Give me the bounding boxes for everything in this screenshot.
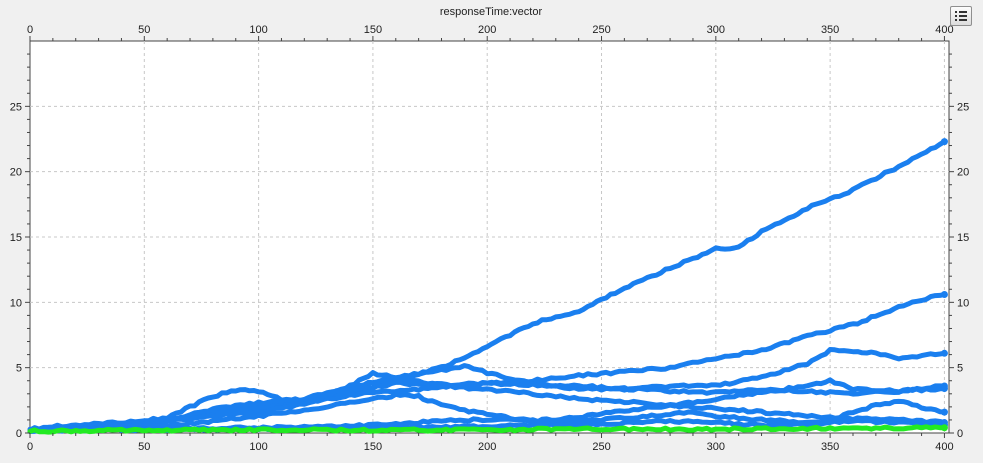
- series-end-point-2: [940, 290, 948, 298]
- legend-toggle-button[interactable]: [950, 6, 972, 26]
- y-tick-label-right: 15: [957, 232, 969, 244]
- y-tick-label-left: 15: [10, 232, 22, 244]
- y-tick-label-right: 0: [957, 428, 963, 440]
- x-tick-label-top: 250: [592, 24, 610, 36]
- y-tick-label-left: 20: [10, 167, 22, 179]
- x-tick-label-top: 400: [935, 24, 953, 36]
- series-end-point-3: [940, 349, 948, 357]
- y-tick-label-right: 25: [957, 101, 969, 113]
- x-tick-label-top: 100: [249, 24, 267, 36]
- y-tick-label-right: 10: [957, 297, 969, 309]
- y-tick-label-left: 10: [10, 297, 22, 309]
- x-tick-label-top: 300: [707, 24, 725, 36]
- x-tick-label-top: 200: [478, 24, 496, 36]
- legend-list-icon: [955, 11, 967, 21]
- x-tick-label-bottom: 400: [935, 441, 953, 453]
- x-tick-label-top: 0: [27, 24, 33, 36]
- y-tick-label-right: 5: [957, 363, 963, 375]
- series-line-5: [27, 370, 947, 434]
- x-tick-label-bottom: 200: [478, 441, 496, 453]
- series-end-point-9: [940, 424, 948, 432]
- series-group: [27, 138, 948, 435]
- y-tick-label-right: 20: [957, 167, 969, 179]
- series-line-9: [27, 424, 947, 435]
- y-tick-label-left: 25: [10, 101, 22, 113]
- grid: [30, 41, 949, 433]
- y-tick-label-left: 5: [16, 363, 22, 375]
- chart-title: responseTime:vector: [440, 6, 543, 18]
- x-tick-label-bottom: 350: [821, 441, 839, 453]
- x-tick-label-top: 350: [821, 24, 839, 36]
- x-tick-label-bottom: 150: [364, 441, 382, 453]
- x-tick-label-top: 150: [364, 24, 382, 36]
- series-line-6: [27, 377, 947, 434]
- axes: 0050501001001501502002002502503003003503…: [10, 24, 970, 453]
- x-tick-label-bottom: 300: [707, 441, 725, 453]
- x-tick-label-bottom: 0: [27, 441, 33, 453]
- series-end-point-7: [940, 408, 948, 416]
- x-tick-label-bottom: 100: [249, 441, 267, 453]
- y-tick-label-left: 0: [16, 428, 22, 440]
- x-tick-label-top: 50: [138, 24, 150, 36]
- series-end-point-6: [940, 385, 948, 393]
- x-tick-label-bottom: 50: [138, 441, 150, 453]
- series-end-point-1: [940, 138, 948, 146]
- x-tick-label-bottom: 250: [592, 441, 610, 453]
